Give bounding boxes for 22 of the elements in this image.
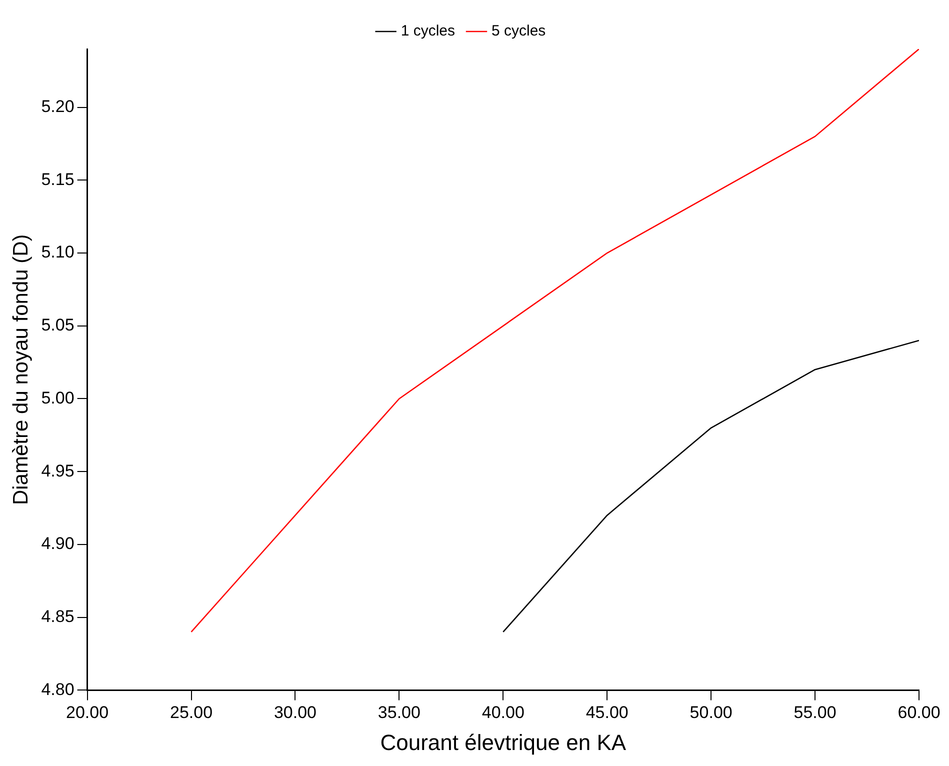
legend-label: 1 cycles — [400, 22, 456, 40]
x-tick-label: 35.00 — [378, 703, 420, 722]
y-tick-label: 5.00 — [41, 388, 74, 408]
y-tick-label: 5.15 — [41, 170, 74, 189]
y-tick-label: 4.90 — [41, 534, 74, 554]
x-tick-label: 30.00 — [274, 703, 316, 722]
y-tick-label: 5.05 — [41, 316, 74, 335]
legend-label: 5 cycles — [492, 22, 546, 40]
y-tick-label: 4.85 — [41, 607, 74, 626]
x-tick-label: 55.00 — [794, 703, 836, 722]
y-axis-title: Diamètre du noyau fondu (D) — [9, 234, 32, 506]
x-tick-label: 50.00 — [690, 703, 732, 722]
x-tick-label: 40.00 — [482, 703, 524, 722]
y-tick-label: 5.20 — [41, 96, 74, 116]
x-tick-label: 45.00 — [586, 703, 628, 722]
x-tick-label: 25.00 — [170, 703, 213, 722]
y-tick-label: 4.80 — [41, 680, 74, 699]
y-tick-label: 4.95 — [41, 461, 74, 480]
x-axis-title: Courant élevtrique en KA — [380, 730, 626, 755]
x-tick-label: 60.00 — [898, 703, 940, 722]
y-tick-label: 5.10 — [41, 242, 74, 262]
x-tick-label: 20.00 — [66, 703, 109, 722]
